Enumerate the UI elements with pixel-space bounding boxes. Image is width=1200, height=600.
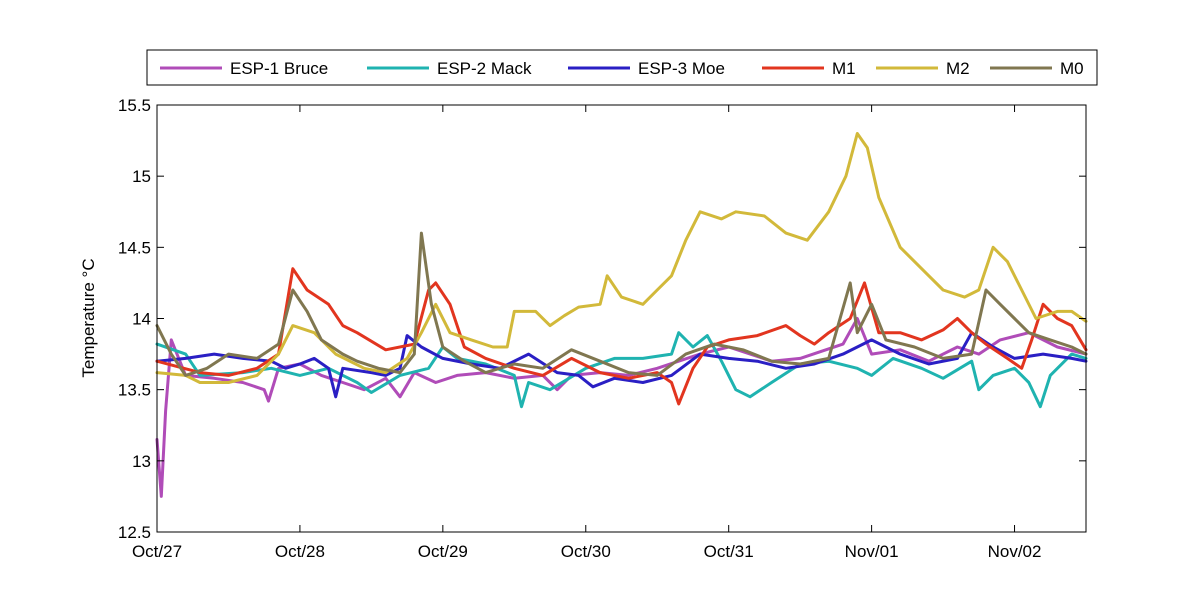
y-tick-label: 13: [132, 452, 151, 471]
series-line-esp-1-bruce: [155, 317, 1088, 498]
series-line-esp-3-moe: [155, 331, 1088, 399]
y-tick-label: 13.5: [118, 381, 151, 400]
series-line-m2: [155, 132, 1088, 384]
y-tick-label: 14: [132, 310, 151, 329]
y-axis-title: Temperature °C: [79, 258, 98, 377]
legend-label: ESP-3 Moe: [638, 59, 725, 78]
x-tick-label: Oct/29: [418, 542, 468, 561]
legend-label: M0: [1060, 59, 1084, 78]
x-tick-label: Oct/30: [561, 542, 611, 561]
x-tick-label: Nov/02: [988, 542, 1042, 561]
x-tick-label: Oct/31: [704, 542, 754, 561]
y-tick-label: 15.5: [118, 96, 151, 115]
y-axis: 12.5 13 13.5 14 14.5 15 15.5: [118, 96, 1086, 542]
y-tick-label: 12.5: [118, 523, 151, 542]
x-tick-label: Oct/28: [275, 542, 325, 561]
x-tick-label: Nov/01: [845, 542, 899, 561]
series-line-m1: [155, 267, 1088, 406]
y-tick-label: 14.5: [118, 238, 151, 257]
plot-background: [157, 105, 1086, 532]
x-axis: Oct/27 Oct/28 Oct/29 Oct/30 Oct/31 Nov/01 Nov/…: [132, 105, 1042, 561]
series-group: [155, 132, 1088, 498]
legend-label: M1: [832, 59, 856, 78]
legend: ESP-1 Bruce ESP-2 Mack ESP-3 Moe M1 M2 M0: [146, 49, 1098, 86]
series-line-esp-2-mack: [155, 331, 1088, 409]
legend-label: M2: [946, 59, 970, 78]
x-tick-label: Oct/27: [132, 542, 182, 561]
legend-label: ESP-2 Mack: [437, 59, 532, 78]
legend-label: ESP-1 Bruce: [230, 59, 328, 78]
series-line-m0: [155, 231, 1088, 377]
y-tick-label: 15: [132, 167, 151, 186]
